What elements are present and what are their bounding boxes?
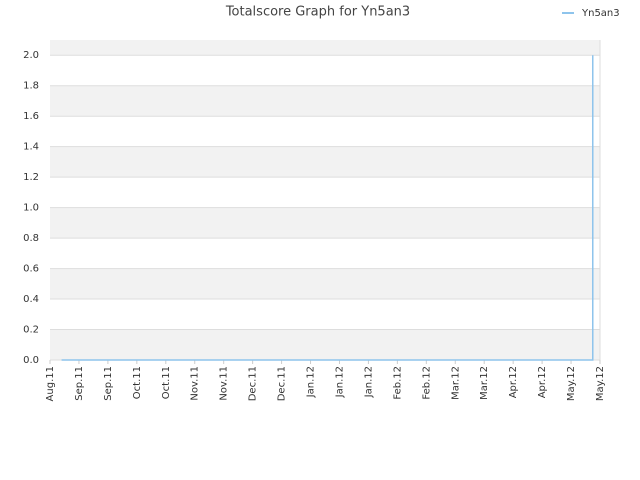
y-tick-label: 0.6 [23, 264, 39, 275]
band [50, 177, 600, 208]
band [50, 238, 600, 269]
x-tick-label: Feb.12 [421, 366, 432, 400]
y-tick-label: 2.0 [23, 50, 39, 61]
x-tick-label: Mar.12 [479, 366, 490, 400]
y-tick-label: 1.4 [23, 142, 39, 153]
x-tick-label: Jan.12 [306, 366, 317, 398]
band [50, 299, 600, 330]
y-tick-label: 1.8 [23, 81, 39, 92]
x-tick-label: Apr.12 [537, 366, 548, 398]
y-tick-label: 1.2 [23, 172, 39, 183]
chart-title: Totalscore Graph for Yn5an3 [225, 5, 410, 20]
x-tick-label: Nov.11 [190, 366, 201, 401]
x-tick-label: May.12 [566, 366, 577, 401]
x-tick-label: Nov.11 [219, 366, 230, 401]
y-tick-label: 0.8 [23, 233, 39, 244]
x-tick-label: Oct.11 [161, 366, 172, 399]
x-tick-label: Jan.12 [334, 366, 345, 398]
band [50, 116, 600, 147]
y-tick-label: 0.4 [23, 294, 39, 305]
x-tick-label: Feb.12 [392, 366, 403, 400]
x-tick-label: Sep.11 [103, 366, 114, 401]
x-tick-label: Dec.11 [277, 366, 288, 401]
x-tick-label: Jan.12 [363, 366, 374, 398]
x-tick-label: Apr.12 [508, 366, 519, 398]
y-tick-label: 1.0 [23, 203, 39, 214]
x-tick-label: May.12 [595, 366, 606, 401]
y-tick-label: 1.6 [23, 111, 39, 122]
x-tick-label: Sep.11 [74, 366, 85, 401]
x-tick-label: Oct.11 [132, 366, 143, 399]
legend-label: Yn5an3 [581, 8, 620, 19]
x-tick-label: Mar.12 [450, 366, 461, 400]
x-tick-label: Dec.11 [248, 366, 259, 401]
x-tick-label: Aug.11 [45, 366, 56, 401]
y-tick-label: 0.0 [23, 355, 39, 366]
band [50, 55, 600, 86]
series-line [61, 55, 594, 361]
y-tick-label: 0.2 [23, 325, 39, 336]
